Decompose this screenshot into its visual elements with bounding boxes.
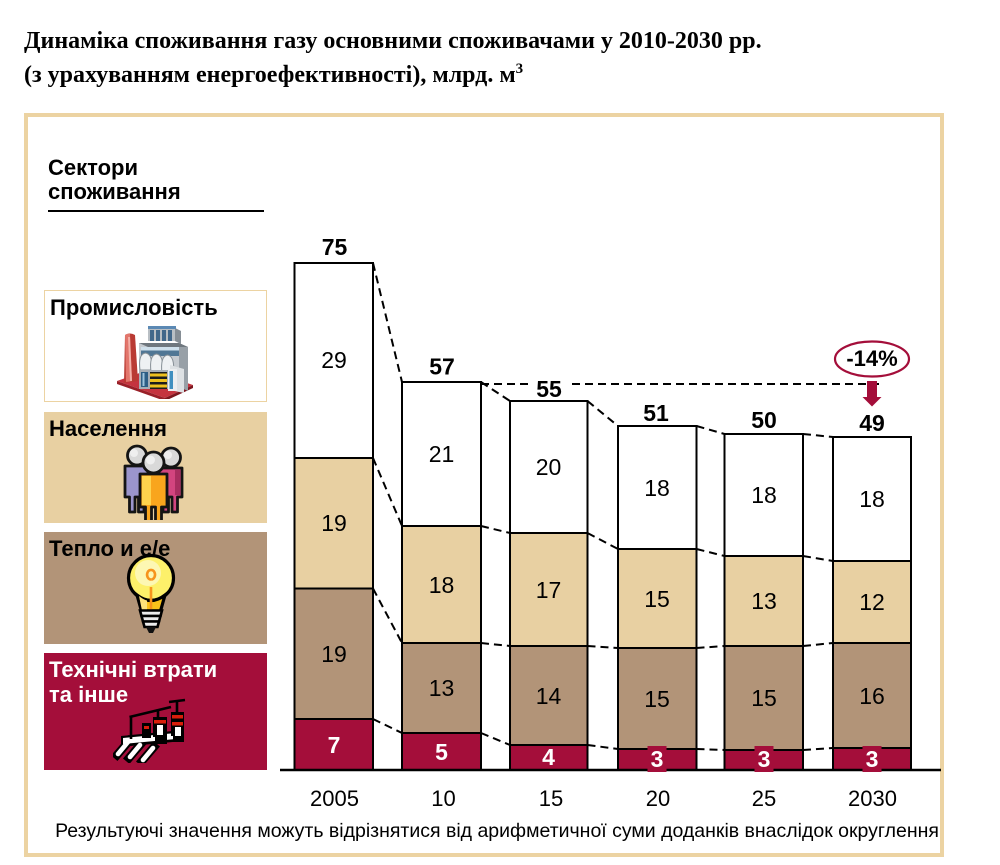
svg-text:-14%: -14% xyxy=(846,346,897,371)
svg-text:2030: 2030 xyxy=(848,786,897,811)
svg-text:2005: 2005 xyxy=(310,786,359,811)
svg-text:15: 15 xyxy=(539,786,563,811)
svg-text:25: 25 xyxy=(752,786,776,811)
svg-text:3: 3 xyxy=(866,746,879,772)
svg-text:18: 18 xyxy=(751,482,777,508)
svg-text:19: 19 xyxy=(321,510,347,536)
svg-text:20: 20 xyxy=(536,454,562,480)
svg-text:75: 75 xyxy=(322,234,348,260)
svg-text:29: 29 xyxy=(321,347,347,373)
svg-text:14: 14 xyxy=(536,683,562,709)
svg-text:3: 3 xyxy=(758,746,771,772)
svg-text:5: 5 xyxy=(435,739,448,765)
svg-text:16: 16 xyxy=(859,683,885,709)
svg-text:4: 4 xyxy=(542,744,555,770)
svg-text:55: 55 xyxy=(536,376,562,402)
svg-text:51: 51 xyxy=(643,400,669,426)
svg-text:7: 7 xyxy=(328,732,341,758)
svg-text:15: 15 xyxy=(644,686,670,712)
svg-text:57: 57 xyxy=(429,354,455,380)
svg-text:3: 3 xyxy=(651,746,664,772)
svg-text:15: 15 xyxy=(644,586,670,612)
svg-text:13: 13 xyxy=(429,675,455,701)
svg-text:21: 21 xyxy=(429,441,455,467)
svg-text:50: 50 xyxy=(751,407,777,433)
svg-text:12: 12 xyxy=(859,589,885,615)
svg-text:13: 13 xyxy=(751,588,777,614)
svg-text:18: 18 xyxy=(644,475,670,501)
svg-text:19: 19 xyxy=(321,641,347,667)
svg-text:17: 17 xyxy=(536,577,562,603)
svg-text:49: 49 xyxy=(859,410,885,436)
svg-text:20: 20 xyxy=(646,786,670,811)
svg-text:18: 18 xyxy=(859,486,885,512)
svg-text:15: 15 xyxy=(751,685,777,711)
svg-text:18: 18 xyxy=(429,572,455,598)
svg-text:10: 10 xyxy=(431,786,455,811)
